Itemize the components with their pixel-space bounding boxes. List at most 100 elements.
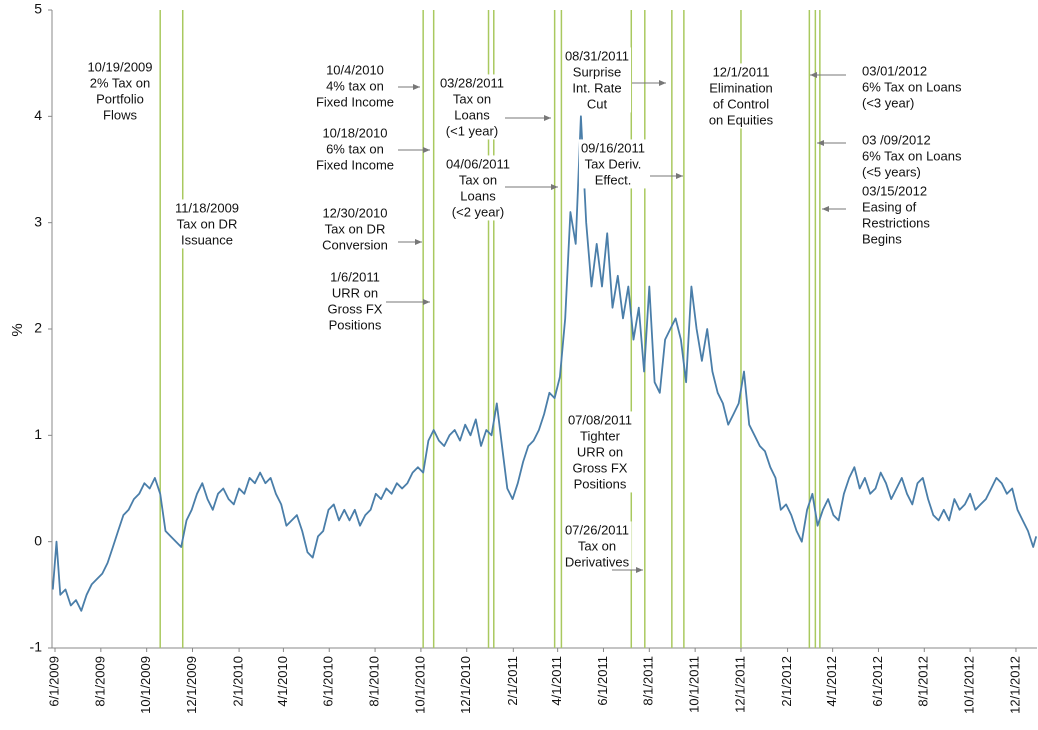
x-tick-label: 6/1/2009 bbox=[46, 656, 61, 707]
annotation-bg bbox=[860, 182, 933, 248]
x-tick-label: 10/1/2012 bbox=[962, 656, 977, 714]
annotation-text: Tax on DR bbox=[325, 221, 386, 236]
x-tick-label: 12/1/2012 bbox=[1007, 656, 1022, 714]
x-tick-label: 4/1/2010 bbox=[275, 656, 290, 707]
y-tick-label: 1 bbox=[34, 426, 42, 442]
annotation-text: (<3 year) bbox=[862, 95, 914, 110]
annotation-text: Easing of bbox=[862, 199, 917, 214]
x-tick-label: 8/1/2012 bbox=[916, 656, 931, 707]
annotation-text: 11/18/2009 bbox=[175, 200, 239, 215]
annotation-text: 6% Tax on Loans bbox=[862, 148, 962, 163]
annotation-bg bbox=[562, 521, 632, 571]
x-tick-label: 8/1/2009 bbox=[92, 656, 107, 707]
x-tick-label: 6/1/2012 bbox=[870, 656, 885, 707]
y-tick-label: -1 bbox=[30, 639, 43, 655]
annotation-text: 03/15/2012 bbox=[862, 183, 927, 198]
annotation-bg bbox=[313, 61, 397, 111]
annotation-bg bbox=[562, 47, 632, 113]
annotation-text: Begins bbox=[862, 231, 902, 246]
x-tick-label: 6/1/2010 bbox=[321, 656, 336, 707]
x-tick-label: 2/1/2012 bbox=[779, 656, 794, 707]
annotation-text: 07/26/2011 bbox=[565, 522, 629, 537]
x-tick-label: 6/1/2011 bbox=[595, 656, 610, 706]
x-tick-label: 2/1/2011 bbox=[505, 656, 520, 706]
annotation-bg bbox=[320, 204, 390, 254]
annotation-text: Tighter bbox=[580, 428, 621, 443]
x-tick-label: 12/1/2011 bbox=[732, 656, 747, 713]
annotation-text: 12/30/2010 bbox=[322, 205, 387, 220]
y-tick-label: 2 bbox=[34, 320, 42, 336]
annotation-bg bbox=[860, 62, 964, 112]
annotation-text: Tax on DR bbox=[177, 216, 238, 231]
annotation-text: 10/4/2010 bbox=[326, 62, 384, 77]
x-tick-label: 12/1/2010 bbox=[458, 656, 473, 714]
x-tick-label: 2/1/2010 bbox=[231, 656, 246, 707]
series-line bbox=[51, 115, 1038, 612]
annotation-text: Portfolio bbox=[96, 91, 144, 106]
annotation-text: Gross FX bbox=[573, 460, 628, 475]
annotation-bg bbox=[313, 124, 397, 174]
annotation-text: Derivatives bbox=[565, 554, 630, 569]
annotation-text: Tax on bbox=[453, 91, 491, 106]
x-tick-label: 4/1/2012 bbox=[824, 656, 839, 707]
annotation-text: Issuance bbox=[181, 232, 233, 247]
annotation-text: Loans bbox=[460, 188, 496, 203]
annotation-text: Int. Rate bbox=[572, 80, 621, 95]
annotation-text: on Equities bbox=[709, 112, 774, 127]
y-tick-label: 0 bbox=[34, 532, 42, 548]
annotation-bg bbox=[85, 58, 155, 124]
annotation-text: Tax on bbox=[459, 172, 497, 187]
annotation-text: URR on bbox=[332, 285, 378, 300]
y-tick-label: 5 bbox=[34, 1, 42, 17]
annotation-text: 4% tax on bbox=[326, 78, 384, 93]
annotation-bg bbox=[437, 74, 507, 140]
x-tick-label: 4/1/2011 bbox=[549, 656, 564, 706]
annotation-text: 08/31/2011 bbox=[565, 48, 629, 63]
annotation-text: Fixed Income bbox=[316, 94, 394, 109]
annotation-text: Tax on bbox=[578, 538, 616, 553]
annotation-text: Gross FX bbox=[328, 301, 383, 316]
annotation-text: Cut bbox=[587, 96, 608, 111]
annotation-text: 10/18/2010 bbox=[322, 125, 387, 140]
x-tick-label: 10/1/2009 bbox=[138, 656, 153, 714]
y-tick-label: 4 bbox=[34, 107, 42, 123]
annotation-text: 10/19/2009 bbox=[87, 59, 152, 74]
annotation-text: URR on bbox=[577, 444, 623, 459]
annotation-text: Effect. bbox=[595, 172, 632, 187]
y-tick-label: 3 bbox=[34, 213, 42, 229]
annotation-text: 1/6/2011 bbox=[330, 269, 380, 284]
annotation-text: 6% tax on bbox=[326, 141, 384, 156]
annotation-text: Tax Deriv. bbox=[585, 156, 642, 171]
annotation-text: Conversion bbox=[322, 237, 388, 252]
x-tick-label: 10/1/2011 bbox=[687, 656, 702, 713]
annotation-bg bbox=[565, 411, 635, 493]
annotation-bg bbox=[172, 199, 242, 249]
annotation-bg bbox=[706, 63, 776, 129]
annotation-text: 07/08/2011 bbox=[568, 412, 632, 427]
annotation-text: (<5 years) bbox=[862, 164, 921, 179]
annotation-bg bbox=[325, 268, 385, 334]
annotation-text: (<2 year) bbox=[452, 204, 504, 219]
x-tick-label: 8/1/2010 bbox=[367, 656, 382, 707]
annotation-text: 03 /09/2012 bbox=[862, 132, 931, 147]
annotation-bg bbox=[443, 155, 513, 221]
x-tick-label: 8/1/2011 bbox=[641, 656, 656, 706]
annotation-bg bbox=[578, 139, 648, 189]
annotation-text: 2% Tax on bbox=[90, 75, 150, 90]
annotation-text: Positions bbox=[574, 476, 627, 491]
x-tick-label: 12/1/2009 bbox=[184, 656, 199, 714]
